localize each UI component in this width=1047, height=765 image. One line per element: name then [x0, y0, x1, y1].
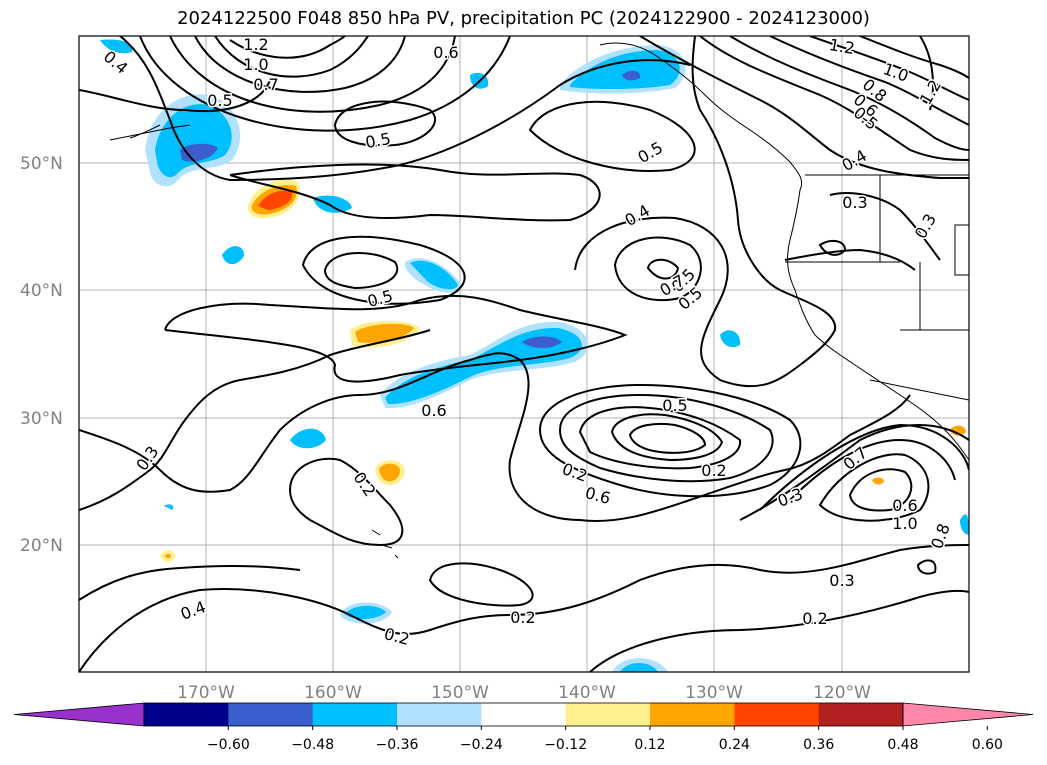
precip-negative-region [164, 504, 174, 510]
precip-negative-region [620, 663, 658, 672]
lon-tick-label: 140°W [558, 683, 616, 703]
lon-tick-label: 130°W [685, 683, 743, 703]
contour-label: 0.6 [892, 496, 917, 515]
lon-tick-label: 170°W [177, 683, 235, 703]
lat-tick-label: 20°N [20, 536, 63, 556]
latitude-labels: 50°N 40°N 30°N 20°N [20, 154, 63, 556]
contour-label: 1.2 [243, 35, 268, 54]
colorbar-segment [650, 703, 735, 726]
colorbar-segment [481, 703, 567, 726]
colorbar-segment [228, 703, 314, 726]
contour-label: 0.3 [829, 571, 854, 590]
contour-label: 0.5 [207, 91, 232, 110]
colorbar-tick-label: −0.60 [207, 737, 250, 753]
precip-positive-region [165, 553, 171, 559]
colorbar-tick-label: −0.12 [544, 737, 587, 753]
precip-positive-region [355, 323, 414, 343]
precip-negative-region [522, 336, 562, 348]
contour-label: 0.6 [421, 401, 446, 420]
colorbar-tick-label: −0.36 [376, 737, 419, 753]
precip-negative-region [222, 246, 245, 265]
colorbar-segment [144, 703, 229, 726]
precip-positive-region [872, 477, 884, 485]
lat-tick-label: 30°N [20, 409, 63, 429]
lat-tick-label: 50°N [20, 154, 63, 174]
contour-label: 0.3 [842, 193, 867, 212]
lat-tick-label: 40°N [20, 281, 63, 301]
coastlines [109, 42, 969, 559]
colorbar-segment [312, 703, 398, 726]
colorbar-extend-high [902, 702, 1034, 727]
contour-label: 1.0 [892, 514, 917, 533]
map-frame [78, 35, 970, 673]
contour-label: 0.5 [662, 396, 687, 415]
colorbar-segment [565, 703, 651, 726]
pv-contours [79, 36, 969, 672]
precip-negative-region [960, 514, 969, 535]
contour-label: 1.0 [243, 55, 268, 74]
colorbar-tick-label: 0.60 [972, 737, 1003, 753]
contour-label: 0.2 [802, 609, 827, 628]
lon-tick-label: 160°W [304, 683, 362, 703]
precip-negative-region [720, 330, 741, 348]
precip-negative-region [290, 428, 326, 449]
colorbar-tick-label: 0.24 [719, 737, 750, 753]
precip-negative-region [622, 70, 641, 81]
lon-tick-label: 120°W [813, 683, 871, 703]
map-title: 2024122500 F048 850 hPa PV, precipitatio… [177, 8, 870, 29]
colorbar-tick-label: −0.24 [460, 737, 503, 753]
precip-negative-region [100, 39, 133, 54]
colorbar-extend-low [13, 702, 145, 727]
colorbar-tick-label: 0.48 [887, 737, 918, 753]
colorbar-segment [734, 703, 820, 726]
precip-negative-region [345, 605, 386, 620]
colorbar-segment [397, 703, 482, 726]
colorbar-tick-label: 0.12 [634, 737, 665, 753]
precip-negative-region [385, 327, 582, 405]
contour-label: 0.2 [510, 608, 535, 627]
colorbar: −0.60 −0.48 −0.36 −0.24 −0.12 0.12 0.24 0.36 0.4… [13, 702, 1034, 753]
precip-negative-region [313, 195, 352, 213]
precip-positive-region [950, 425, 966, 436]
precip-negative-region [155, 104, 232, 178]
lon-tick-label: 150°W [431, 683, 489, 703]
colorbar-segment [818, 703, 904, 726]
precip-negative-region [410, 260, 458, 290]
colorbar-tick-label: 0.36 [803, 737, 834, 753]
precip-positive-region [258, 190, 293, 210]
longitude-labels: 170°W 160°W 150°W 140°W 130°W 120°W [177, 683, 871, 703]
contour-label: 0.7 [253, 75, 278, 94]
contour-label: 0.6 [433, 43, 458, 62]
contour-label: 0.2 [701, 461, 726, 480]
colorbar-tick-label: −0.48 [291, 737, 334, 753]
precip-positive-region [379, 463, 400, 482]
